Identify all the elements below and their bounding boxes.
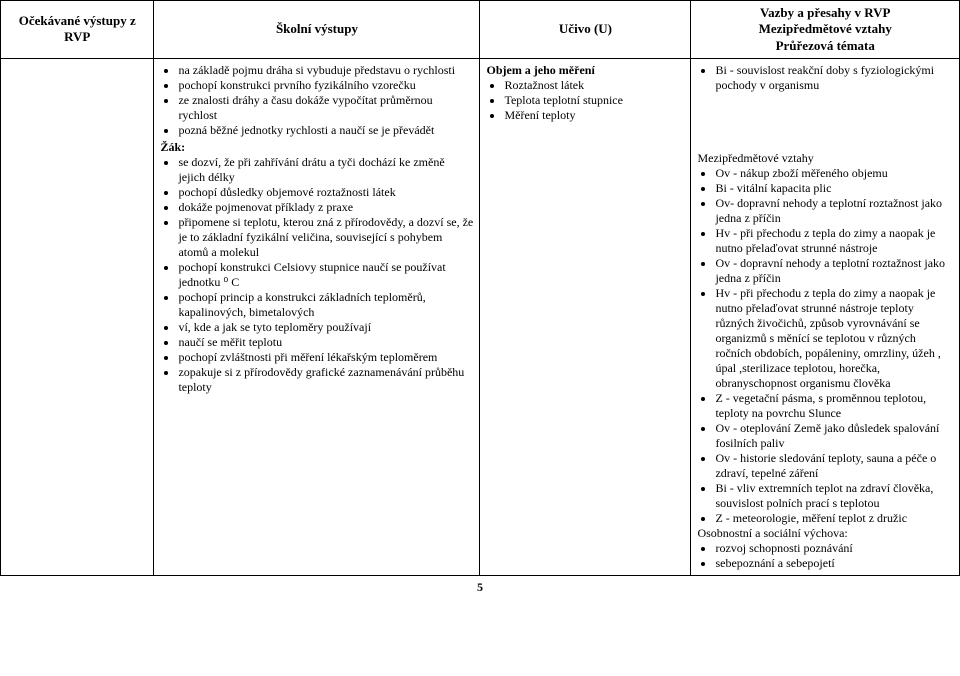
cell-col1: [1, 58, 154, 575]
list-item: dokáže pojmenovat příklady z praxe: [178, 200, 473, 215]
list-item: sebepoznání a sebepojetí: [715, 556, 953, 571]
col3-heading: Objem a jeho měření: [486, 63, 684, 78]
list-item: se dozví, že při zahřívání drátu a tyči …: [178, 155, 473, 185]
page-number: 5: [0, 580, 960, 595]
list-item: pochopí konstrukci Celsiovy stupnice nau…: [178, 260, 473, 290]
table-header-row: Očekávané výstupy z RVP Školní výstupy U…: [1, 1, 960, 59]
list-item: rozvoj schopnosti poznávání: [715, 541, 953, 556]
header-col4: Vazby a přesahy v RVP Mezipředmětové vzt…: [691, 1, 960, 59]
list-item: připomene si teplotu, kterou zná z příro…: [178, 215, 473, 260]
list-item: ví, kde a jak se tyto teploměry používaj…: [178, 320, 473, 335]
header-col4-line3: Průřezová témata: [697, 38, 953, 54]
spacer: [697, 93, 953, 151]
header-col3: Učivo (U): [480, 1, 691, 59]
list-item: Bi - vitální kapacita plic: [715, 181, 953, 196]
list-item: Bi - souvislost reakční doby s fyziologi…: [715, 63, 953, 93]
list-item: Z - meteorologie, měření teplot z družic: [715, 511, 953, 526]
col4-list: Ov - nákup zboží měřeného objemu Bi - vi…: [697, 166, 953, 526]
list-item: pochopí princip a konstrukci základních …: [178, 290, 473, 320]
list-item: ze znalosti dráhy a času dokáže vypočíta…: [178, 93, 473, 123]
cell-col3: Objem a jeho měření Roztažnost látek Tep…: [480, 58, 691, 575]
list-item: Z - vegetační pásma, s proměnnou teploto…: [715, 391, 953, 421]
list-item: zopakuje si z přírodovědy grafické zazna…: [178, 365, 473, 395]
cell-col2: na základě pojmu dráha si vybuduje předs…: [154, 58, 480, 575]
list-item: na základě pojmu dráha si vybuduje předs…: [178, 63, 473, 78]
list-item: pochopí zvláštnosti při měření lékařským…: [178, 350, 473, 365]
list-item: pozná běžné jednotky rychlosti a naučí s…: [178, 123, 473, 138]
header-col4-line1: Vazby a přesahy v RVP: [697, 5, 953, 21]
list-item: Ov - nákup zboží měřeného objemu: [715, 166, 953, 181]
cell-col4: Bi - souvislost reakční doby s fyziologi…: [691, 58, 960, 575]
col4-top-list: Bi - souvislost reakční doby s fyziologi…: [697, 63, 953, 93]
col2-top-list: na základě pojmu dráha si vybuduje předs…: [160, 63, 473, 138]
col4-heading: Mezipředmětové vztahy: [697, 151, 953, 166]
list-item: Ov - oteplování Země jako důsledek spalo…: [715, 421, 953, 451]
header-col4-line2: Mezipředmětové vztahy: [697, 21, 953, 37]
list-item: pochopí konstrukci prvního fyzikálního v…: [178, 78, 473, 93]
col2-zak-list: se dozví, že při zahřívání drátu a tyči …: [160, 155, 473, 395]
list-item: Ov - historie sledování teploty, sauna a…: [715, 451, 953, 481]
list-item: Bi - vliv extremních teplot na zdraví čl…: [715, 481, 953, 511]
curriculum-table: Očekávané výstupy z RVP Školní výstupy U…: [0, 0, 960, 576]
list-item: Ov- dopravní nehody a teplotní roztažnos…: [715, 196, 953, 226]
col3-list: Roztažnost látek Teplota teplotní stupni…: [486, 78, 684, 123]
list-item: naučí se měřit teplotu: [178, 335, 473, 350]
list-item: Měření teploty: [504, 108, 684, 123]
list-item: Hv - při přechodu z tepla do zimy a naop…: [715, 226, 953, 256]
header-col1: Očekávané výstupy z RVP: [1, 1, 154, 59]
col4-sublist: rozvoj schopnosti poznávání sebepoznání …: [697, 541, 953, 571]
header-col2: Školní výstupy: [154, 1, 480, 59]
list-item: Roztažnost látek: [504, 78, 684, 93]
zak-label: Žák:: [160, 140, 473, 155]
table-row: na základě pojmu dráha si vybuduje předs…: [1, 58, 960, 575]
col4-subheading: Osobnostní a sociální výchova:: [697, 526, 953, 541]
list-item: Teplota teplotní stupnice: [504, 93, 684, 108]
page: Očekávané výstupy z RVP Školní výstupy U…: [0, 0, 960, 595]
list-item: Hv - při přechodu z tepla do zimy a naop…: [715, 286, 953, 391]
list-item: Ov - dopravní nehody a teplotní roztažno…: [715, 256, 953, 286]
list-item: pochopí důsledky objemové roztažnosti lá…: [178, 185, 473, 200]
